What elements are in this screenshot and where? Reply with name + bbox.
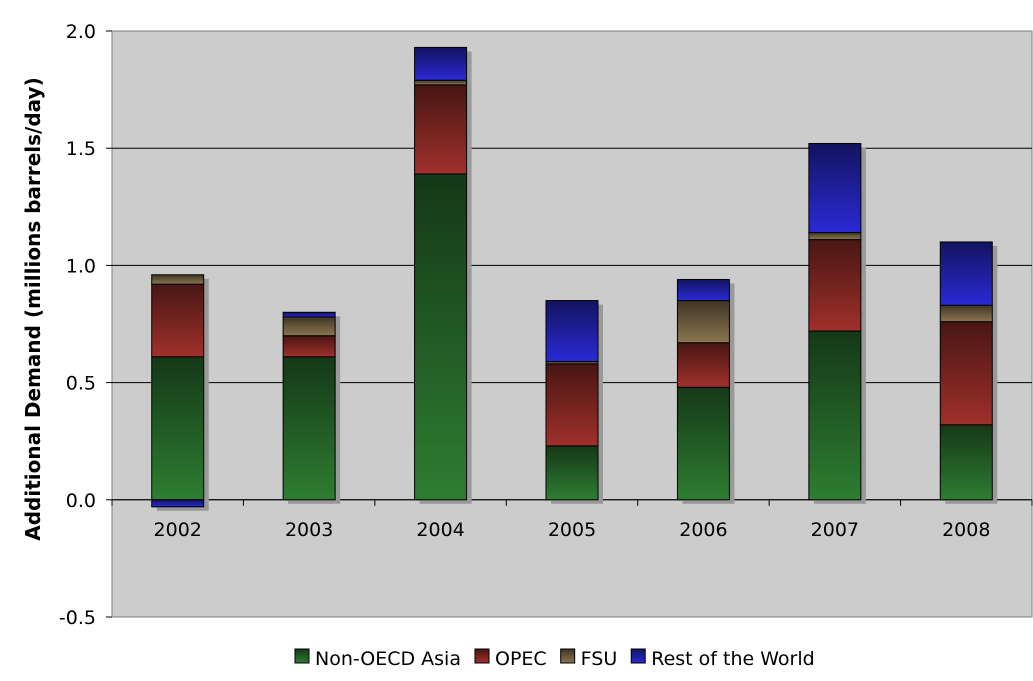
legend-label: Non-OECD Asia xyxy=(315,648,461,670)
bar-segment-opec-2002 xyxy=(151,283,205,358)
bar-segment-non-oecd-asia-2002 xyxy=(151,356,205,501)
x-tick-label: 2008 xyxy=(942,519,990,541)
bar-segment-rest-of-the-world-2006 xyxy=(676,278,730,302)
legend-swatch xyxy=(560,648,576,664)
bar-segment-rest-of-the-world-2005 xyxy=(545,300,599,363)
legend-label: OPEC xyxy=(495,648,547,670)
x-axis-labels: 2002 2003 2004 2005 2006 2007 2008 xyxy=(154,519,991,541)
bar-segment-rest-of-the-world-2003 xyxy=(282,311,336,318)
bar-segment-rest-of-the-world-2008 xyxy=(939,241,993,306)
bar-segment-fsu-2008 xyxy=(939,304,993,323)
y-tick-label: 0.5 xyxy=(66,373,96,395)
bar-segment-rest-of-the-world-2004 xyxy=(414,46,468,81)
bar-segment-non-oecd-asia-2006 xyxy=(676,386,730,501)
bar-segment-opec-2008 xyxy=(939,321,993,426)
y-tick-label: 0.0 xyxy=(66,490,96,512)
x-tick-label: 2005 xyxy=(548,519,596,541)
bar-segment-opec-2004 xyxy=(414,84,468,175)
legend: Non-OECD Asia OPEC FSU Rest of the World xyxy=(294,648,815,670)
bar-segment-rest-of-the-world-2002 xyxy=(151,499,205,508)
y-axis-title: Additional Demand (millions barrels/day) xyxy=(21,77,45,541)
bar-segment-rest-of-the-world-2007 xyxy=(808,143,862,234)
bar-segment-non-oecd-asia-2007 xyxy=(808,330,862,501)
y-tick-label: 2.0 xyxy=(66,21,96,43)
bar-segment-non-oecd-asia-2003 xyxy=(282,356,336,501)
y-axis-ticks: -0.5 0.0 0.5 1.0 1.5 2.0 xyxy=(59,21,112,629)
bar-segment-fsu-2002 xyxy=(151,274,205,285)
bar-segment-fsu-2003 xyxy=(282,316,336,337)
bar-segment-opec-2003 xyxy=(282,335,336,358)
legend-swatch xyxy=(474,648,490,664)
x-tick-label: 2006 xyxy=(679,519,727,541)
bar-segment-non-oecd-asia-2008 xyxy=(939,424,993,501)
bar-segment-opec-2005 xyxy=(545,363,599,447)
bar-segment-fsu-2004 xyxy=(414,79,468,86)
x-tick-label: 2003 xyxy=(285,519,333,541)
bar-segment-non-oecd-asia-2004 xyxy=(414,173,468,501)
legend-label: FSU xyxy=(581,648,618,670)
bar-segment-fsu-2007 xyxy=(808,232,862,241)
bar-segment-opec-2007 xyxy=(808,239,862,332)
x-tick-label: 2004 xyxy=(416,519,464,541)
legend-swatch xyxy=(630,648,646,664)
y-tick-label: -0.5 xyxy=(59,607,96,629)
bar-segment-fsu-2006 xyxy=(676,300,730,344)
legend-swatch xyxy=(294,648,310,664)
y-tick-label: 1.5 xyxy=(66,138,96,160)
x-tick-label: 2007 xyxy=(811,519,859,541)
bar-segment-non-oecd-asia-2005 xyxy=(545,445,599,501)
bar-segment-opec-2006 xyxy=(676,342,730,388)
bars xyxy=(151,46,998,511)
legend-label: Rest of the World xyxy=(651,648,814,670)
y-tick-label: 1.0 xyxy=(66,255,96,277)
x-tick-label: 2002 xyxy=(154,519,202,541)
